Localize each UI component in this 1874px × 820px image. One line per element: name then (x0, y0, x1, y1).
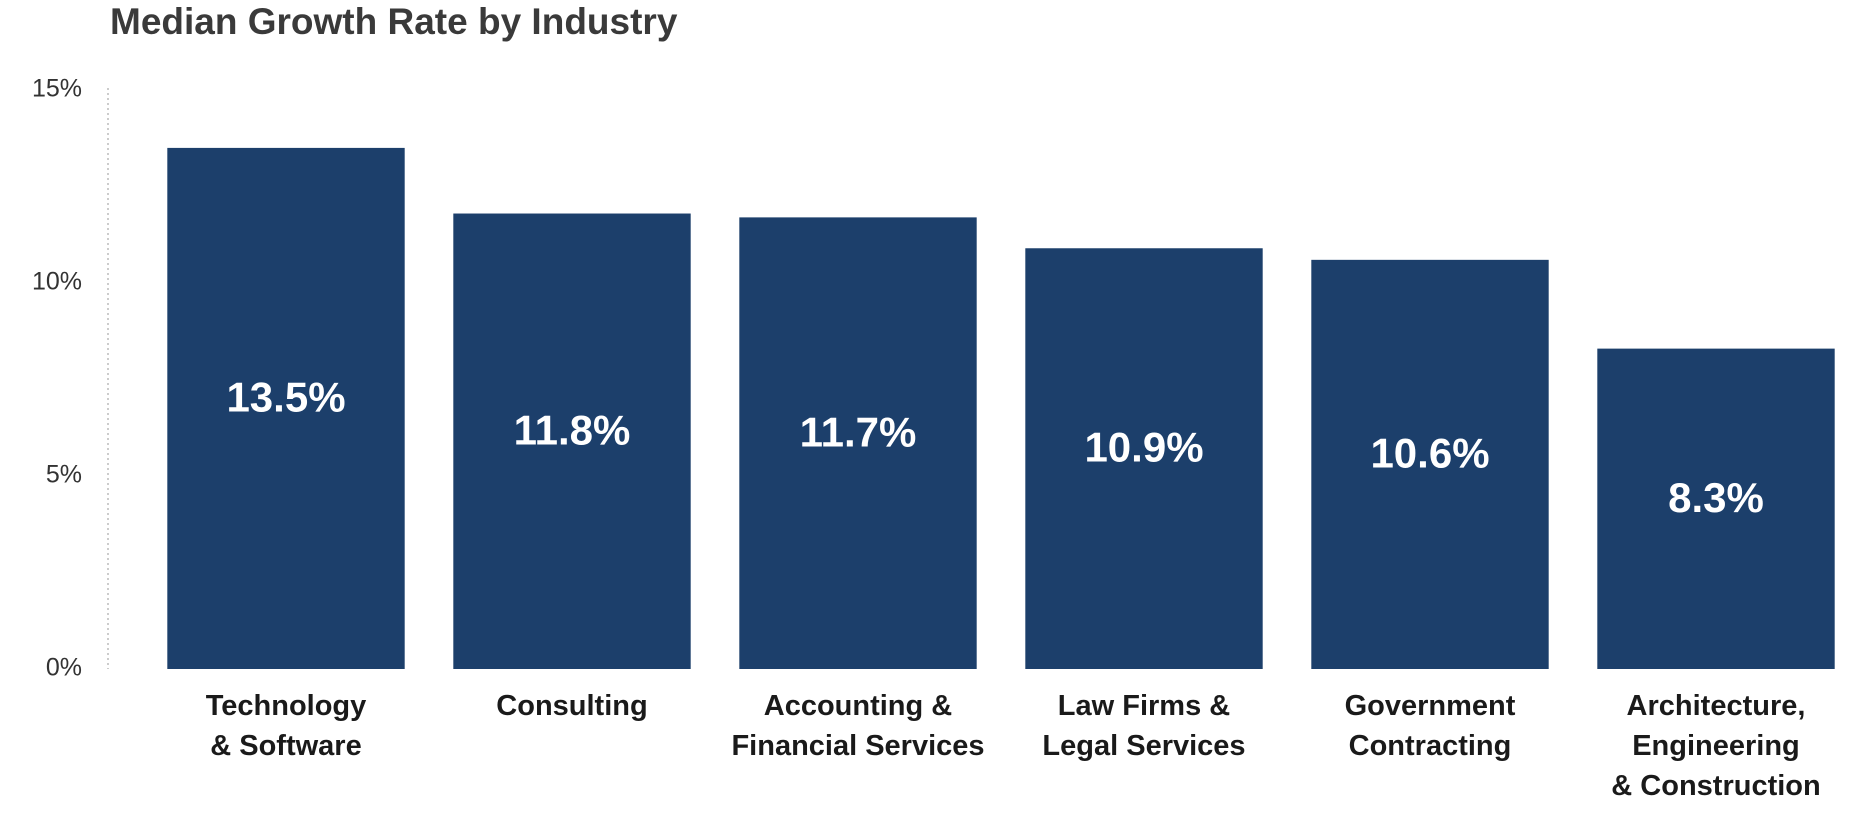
value-label: 13.5% (226, 374, 345, 421)
x-tick-label: Accounting & Financial Services (731, 690, 985, 762)
value-label: 10.9% (1084, 424, 1203, 471)
bar (453, 213, 691, 669)
y-tick-label: 10% (32, 268, 82, 296)
bar (167, 147, 405, 669)
bar (1311, 259, 1549, 669)
x-tick-label: Technology & Software (205, 690, 367, 762)
x-tick-label: Law Firms & Legal Services (1042, 690, 1246, 762)
bar (1025, 248, 1263, 669)
y-tick-label: 0% (46, 654, 82, 682)
y-tick-label: 5% (46, 461, 82, 489)
x-tick-label: Architecture, Engineering & Construction (1611, 690, 1821, 802)
x-tick-label: Government Contracting (1344, 690, 1516, 762)
y-tick-label: 15% (32, 75, 82, 103)
value-label: 11.7% (800, 408, 917, 455)
bar (1597, 348, 1835, 669)
value-label: 11.8% (514, 406, 631, 453)
value-label: 8.3% (1668, 474, 1764, 521)
chart-title: Median Growth Rate by Industry (110, 1, 678, 42)
bar (739, 217, 977, 669)
value-label: 10.6% (1370, 430, 1489, 477)
x-tick-label: Consulting (496, 690, 648, 722)
